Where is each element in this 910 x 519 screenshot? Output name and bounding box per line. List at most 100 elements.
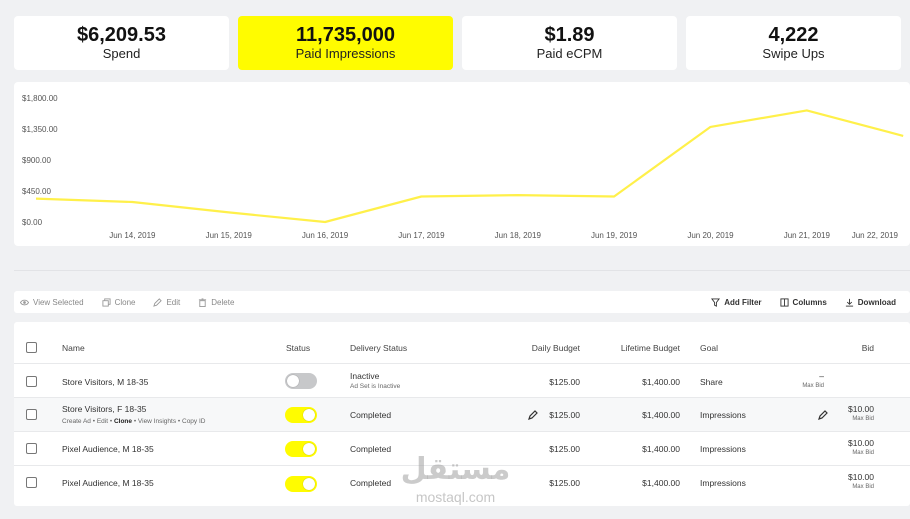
lifetime-budget: $1,400.00 (642, 410, 680, 420)
x-tick-label: Jun 18, 2019 (495, 231, 542, 240)
daily-budget: $125.00 (549, 410, 580, 420)
separator: • (92, 418, 96, 425)
toggle-knob (303, 409, 315, 421)
table-row[interactable]: Store Visitors, M 18-35 Inactive Ad Set … (14, 364, 910, 398)
section-divider (14, 270, 910, 271)
kpi-card-spend[interactable]: $6,209.53 Spend (14, 16, 229, 70)
view-selected-label: View Selected (33, 297, 84, 307)
edit-link[interactable]: Edit (96, 418, 109, 425)
select-all-checkbox[interactable] (26, 342, 37, 353)
y-tick-label: $450.00 (22, 187, 51, 196)
header-name[interactable]: Name (62, 343, 85, 353)
eye-icon (20, 298, 29, 307)
copy-id-link[interactable]: Copy ID (182, 418, 206, 425)
delivery-status: Completed (350, 410, 392, 420)
row-checkbox[interactable] (26, 477, 37, 488)
download-button[interactable]: Download (845, 298, 896, 307)
lifetime-budget: $1,400.00 (642, 377, 680, 387)
status-toggle[interactable] (285, 407, 317, 423)
header-status[interactable]: Status (286, 343, 311, 353)
kpi-label: Spend (102, 46, 141, 61)
goal: Impressions (700, 478, 746, 488)
y-tick-label: $1,800.00 (22, 94, 58, 103)
kpi-card-swipe-ups[interactable]: 4,222 Swipe Ups (686, 16, 901, 70)
header-lifetime-budget[interactable]: Lifetime Budget (620, 343, 680, 353)
header-bid[interactable]: Bid (861, 343, 874, 353)
view-selected-button[interactable]: View Selected (20, 298, 84, 307)
bid-value: – (819, 371, 824, 381)
edit-label: Edit (166, 297, 181, 307)
goal: Share (700, 377, 723, 387)
daily-budget: $125.00 (549, 444, 580, 454)
watermark-arabic: مستقل (400, 452, 511, 487)
status-toggle[interactable] (285, 476, 317, 492)
bid-value: $10.00 (848, 472, 874, 482)
clone-link[interactable]: Clone (113, 418, 132, 425)
x-tick-label: Jun 21, 2019 (784, 231, 831, 240)
daily-budget: $125.00 (549, 377, 580, 387)
edit-bid-pencil-icon[interactable] (818, 410, 828, 420)
table-row[interactable]: Pixel Audience, M 18-35 Completed $125.0… (14, 466, 910, 500)
x-tick-label: Jun 22, 2019 (852, 231, 899, 240)
header-delivery-status[interactable]: Delivery Status (350, 343, 408, 353)
row-name[interactable]: Store Visitors, F 18-35 (62, 404, 147, 414)
toggle-knob (287, 375, 299, 387)
create-ad-link[interactable]: Create Ad (62, 418, 91, 425)
x-tick-label: Jun 17, 2019 (398, 231, 445, 240)
clone-label: Clone (114, 297, 136, 307)
lifetime-budget: $1,400.00 (642, 478, 680, 488)
row-name[interactable]: Pixel Audience, M 18-35 (62, 444, 154, 454)
kpi-label: Paid eCPM (536, 46, 603, 61)
status-toggle[interactable] (285, 373, 317, 389)
table-row[interactable]: Store Visitors, F 18-35 Create Ad • Edit… (14, 398, 910, 432)
pencil-icon (153, 297, 163, 307)
separator: • (133, 418, 137, 425)
view-insights-link[interactable]: View Insights (137, 418, 177, 425)
lifetime-budget: $1,400.00 (642, 444, 680, 454)
delivery-status: Completed (350, 444, 392, 454)
columns-button[interactable]: Columns (779, 298, 827, 307)
clone-button[interactable]: Clone (102, 297, 136, 307)
bid-sub: Max Bid (852, 484, 874, 490)
separator: • (109, 418, 113, 425)
x-tick-label: Jun 16, 2019 (302, 231, 349, 240)
row-checkbox[interactable] (26, 409, 37, 420)
kpi-value: 4,222 (768, 24, 819, 46)
y-tick-label: $900.00 (22, 156, 51, 165)
kpi-card-paid-impressions[interactable]: 11,735,000 Paid Impressions (238, 16, 453, 70)
row-checkbox[interactable] (26, 376, 37, 387)
download-icon (845, 298, 854, 307)
delivery-status: Inactive (350, 371, 380, 381)
goal: Impressions (700, 444, 746, 454)
table-row[interactable]: Pixel Audience, M 18-35 Completed $125.0… (14, 432, 910, 466)
edit-daily-budget-pencil-icon[interactable] (528, 410, 538, 420)
status-toggle[interactable] (285, 441, 317, 457)
row-name[interactable]: Pixel Audience, M 18-35 (62, 478, 154, 488)
add-filter-button[interactable]: Add Filter (711, 297, 762, 307)
bid-sub: Max Bid (852, 416, 874, 422)
delivery-status: Completed (350, 478, 392, 488)
kpi-value: $1.89 (544, 24, 595, 46)
chart-card: $1,800.00 $1,350.00 $900.00 $450.00 $0.00 Jun… (14, 82, 910, 246)
row-checkbox[interactable] (26, 443, 37, 454)
trash-icon (198, 297, 207, 307)
download-label: Download (857, 297, 896, 307)
kpi-bar: $6,209.53 Spend 11,735,000 Paid Impressi… (14, 16, 910, 70)
kpi-card-paid-ecpm[interactable]: $1.89 Paid eCPM (462, 16, 677, 70)
goal: Impressions (700, 410, 746, 420)
header-daily-budget[interactable]: Daily Budget (531, 343, 580, 353)
bid-sub: Max Bid (802, 383, 824, 389)
row-name[interactable]: Store Visitors, M 18-35 (62, 377, 149, 387)
series-line (35, 109, 904, 224)
delete-button[interactable]: Delete (198, 298, 234, 307)
delete-label: Delete (211, 297, 235, 307)
filter-icon (711, 297, 721, 307)
edit-button[interactable]: Edit (153, 298, 180, 307)
kpi-label: Swipe Ups (762, 46, 825, 61)
watermark-latin: mostaql.com (415, 489, 496, 505)
header-goal[interactable]: Goal (700, 343, 718, 353)
kpi-value: 11,735,000 (296, 24, 395, 46)
y-tick-label: $1,350.00 (22, 125, 58, 134)
ad-sets-table: Name Status Delivery Status Daily Budget… (14, 322, 910, 506)
kpi-label: Paid Impressions (295, 46, 396, 61)
